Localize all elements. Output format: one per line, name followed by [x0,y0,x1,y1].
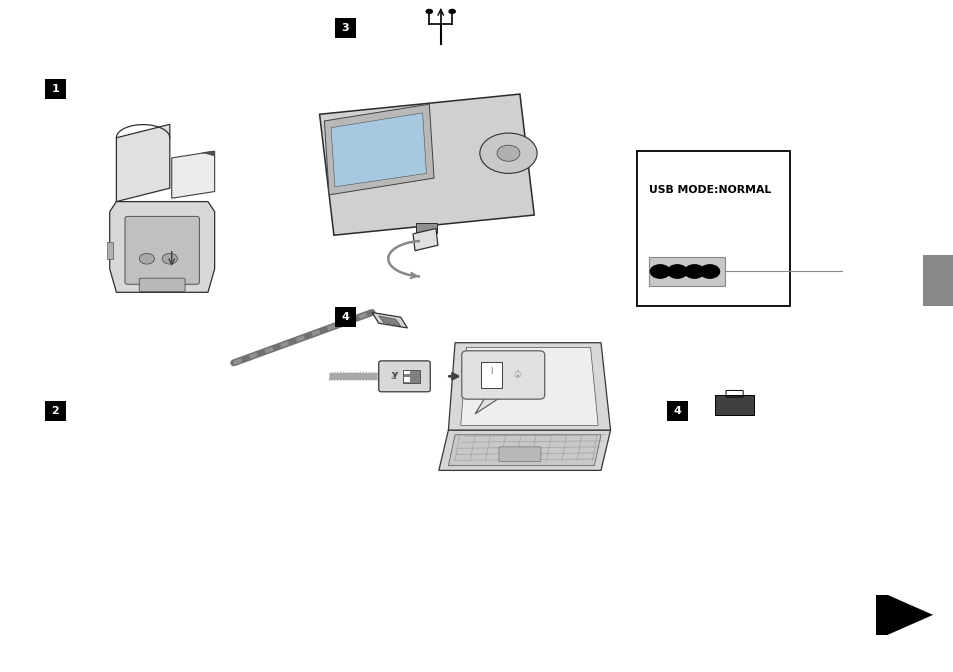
Circle shape [425,9,433,14]
Bar [45,79,66,99]
FancyBboxPatch shape [378,361,430,392]
Polygon shape [448,435,600,466]
Bar [480,362,501,388]
Polygon shape [372,312,407,328]
Text: 4: 4 [673,407,680,416]
FancyBboxPatch shape [139,278,185,292]
Bar [404,377,410,382]
Circle shape [683,264,704,279]
Circle shape [448,9,456,14]
Bar [404,371,410,374]
FancyBboxPatch shape [715,395,753,415]
Polygon shape [448,343,610,430]
Bar [648,257,724,286]
Bar [637,151,789,306]
Bar [402,370,419,383]
Bar [335,18,355,38]
Text: Y: Y [391,372,396,381]
FancyBboxPatch shape [461,351,544,399]
Text: ☄: ☄ [390,372,399,381]
Polygon shape [475,395,503,414]
Bar [45,401,66,421]
Text: USB MODE:NORMAL: USB MODE:NORMAL [648,185,770,195]
Polygon shape [172,151,214,198]
Polygon shape [886,595,932,635]
Circle shape [139,253,154,264]
Text: 4: 4 [341,312,349,322]
Text: |: | [490,368,492,374]
Circle shape [497,145,519,161]
Circle shape [649,264,670,279]
Text: 3: 3 [341,24,349,33]
Circle shape [699,264,720,279]
FancyBboxPatch shape [498,447,540,462]
Bar [107,242,112,259]
Polygon shape [110,202,214,292]
Polygon shape [413,228,437,251]
Bar [875,595,887,635]
Circle shape [479,133,537,173]
Circle shape [666,264,687,279]
Text: 2: 2 [51,407,59,416]
Polygon shape [460,347,598,425]
Bar [666,401,687,421]
Polygon shape [438,430,610,470]
Circle shape [162,253,177,264]
Bar [335,307,355,327]
Bar [923,255,953,306]
Polygon shape [324,104,434,195]
Polygon shape [202,151,214,156]
Polygon shape [331,113,426,187]
Text: ♤: ♤ [512,370,521,380]
Polygon shape [116,124,170,202]
Polygon shape [378,316,400,326]
FancyBboxPatch shape [416,223,436,233]
Text: 1: 1 [51,84,59,93]
Polygon shape [319,94,534,235]
FancyBboxPatch shape [125,216,199,284]
